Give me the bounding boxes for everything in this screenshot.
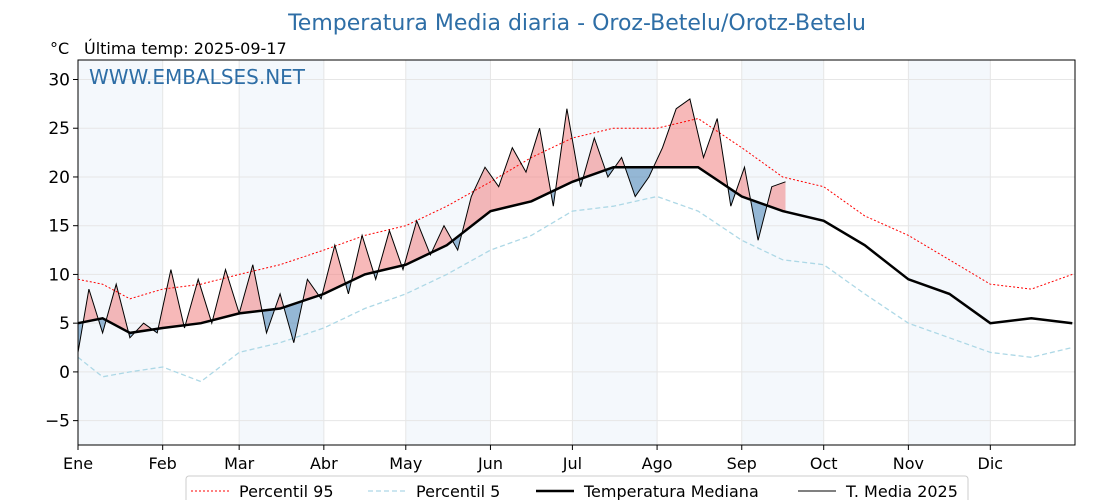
series-line-current <box>77 98 786 353</box>
above-median-area <box>158 269 185 329</box>
below-median-area <box>78 322 84 353</box>
anomaly-fills <box>78 99 786 353</box>
above-median-area <box>431 225 454 253</box>
x-tick-label: Ene <box>63 454 93 473</box>
above-median-area <box>404 220 431 265</box>
x-axis: Ene Feb Mar Abr May Jun Jul Ago Sep Oct Nov Dic <box>63 445 1003 473</box>
series-line-p5 <box>77 195 1073 383</box>
x-tick-label: Sep <box>727 454 757 473</box>
y-tick-label: 10 <box>48 265 70 285</box>
legend: Percentil 95 Percentil 5 Temperatura Media… <box>185 475 969 500</box>
chart-title: Temperatura Media diaria - Oroz-Betelu/O… <box>287 11 866 36</box>
last-temp-label: Última temp: 2025-09-17 <box>84 39 287 58</box>
unit-label: °C <box>50 39 69 58</box>
month-bands <box>78 60 991 445</box>
above-median-area <box>213 264 263 320</box>
month-band <box>908 60 991 445</box>
x-tick-label: May <box>389 454 422 473</box>
above-median-area <box>83 289 99 323</box>
x-tick-label: Ago <box>642 454 673 473</box>
above-median-area <box>352 235 375 281</box>
y-axis: −5 0 5 10 15 20 25 30 <box>45 70 78 432</box>
y-tick-label: 30 <box>48 70 70 90</box>
above-median-area <box>106 284 129 333</box>
x-tick-label: Abr <box>310 454 338 473</box>
legend-label-current: T. Media 2025 <box>845 482 958 500</box>
legend-box <box>185 475 969 500</box>
series-line-median <box>77 165 1073 335</box>
above-median-area <box>276 293 285 309</box>
y-tick-label: 15 <box>48 217 70 237</box>
above-median-area <box>556 108 581 190</box>
x-tick-label: Jul <box>562 454 582 473</box>
month-band <box>239 60 324 445</box>
above-median-area <box>463 128 552 233</box>
above-median-area <box>736 167 752 200</box>
watermark: WWW.EMBALSES.NET <box>89 65 306 89</box>
above-median-area <box>583 138 607 178</box>
x-tick-label: Nov <box>893 454 924 473</box>
y-tick-label: 20 <box>48 168 70 188</box>
above-median-area <box>185 279 212 326</box>
x-tick-label: Jun <box>477 454 503 473</box>
x-tick-label: Oct <box>810 454 838 473</box>
below-median-area <box>284 300 304 343</box>
above-median-area <box>614 157 626 168</box>
legend-label-p5: Percentil 5 <box>416 482 500 500</box>
series-line-p95 <box>77 117 1073 300</box>
y-tick-label: 25 <box>48 119 70 139</box>
month-band <box>741 60 824 445</box>
legend-label-median: Temperatura Mediana <box>583 482 759 500</box>
month-band <box>78 60 163 445</box>
legend-label-p95: Percentil 95 <box>239 482 334 500</box>
above-median-area <box>767 181 786 212</box>
x-tick-label: Feb <box>149 454 177 473</box>
month-band <box>572 60 658 445</box>
plot-frame <box>77 59 1076 446</box>
above-median-area <box>654 99 729 188</box>
above-median-area <box>378 230 403 272</box>
below-median-area <box>580 177 584 187</box>
y-tick-label: −5 <box>45 412 70 432</box>
y-tick-label: 5 <box>59 314 70 334</box>
above-median-area <box>322 245 346 295</box>
below-median-area <box>751 199 768 241</box>
below-median-area <box>98 318 107 333</box>
x-tick-label: Dic <box>978 454 1004 473</box>
x-tick-label: Mar <box>224 454 255 473</box>
y-tick-label: 0 <box>59 363 70 383</box>
series-lines <box>77 98 1073 383</box>
